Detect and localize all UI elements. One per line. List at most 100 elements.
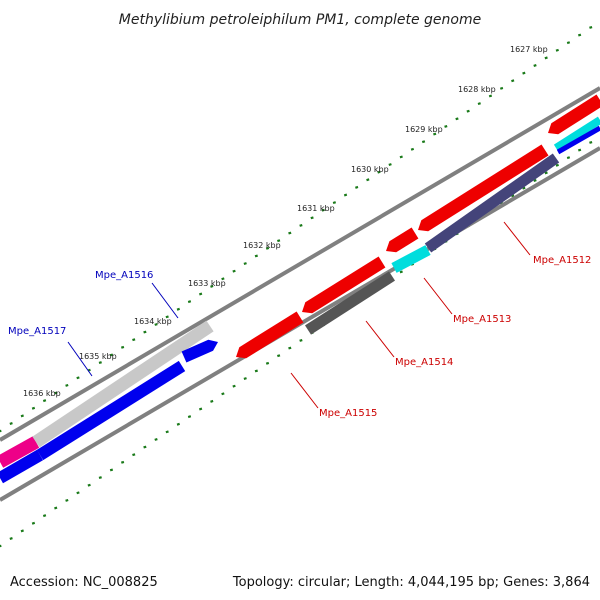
tick-mark-inner [577,148,582,152]
gene-leader-line [365,320,395,358]
tick-mark-outer [488,94,493,98]
tick-mark-outer [522,71,526,75]
tick-mark-inner [221,392,225,396]
gene-mpe-a1517 [36,360,186,461]
tick-label: 1629 kbp [405,125,443,134]
tick-mark-inner [198,407,203,411]
tick-mark-outer [277,239,281,243]
tick-mark-outer [0,429,2,433]
tick-mark-inner [120,460,125,464]
tick-mark-inner [555,163,559,167]
tick-mark-inner [254,369,259,373]
tick-mark-inner [232,384,236,388]
tick-mark-outer [54,391,58,395]
tick-mark-outer [221,277,225,281]
tick-mark-inner [0,544,2,548]
tick-mark-outer [410,147,415,151]
tick-mark-inner [399,270,403,274]
tick-mark-outer [377,170,381,174]
tick-mark-inner [143,445,147,449]
gene-leader-line [151,282,179,319]
tick-mark-inner [299,338,303,342]
tick-mark-outer [31,406,36,410]
tick-mark-outer [132,338,136,342]
gene-blue-edge [556,125,600,155]
tick-mark-outer [176,307,180,311]
tick-label: 1630 kbp [351,165,389,174]
tick-mark-outer [20,414,24,418]
tick-mark-outer [299,223,303,227]
map-title: Methylibium petroleiphilum PM1, complete… [119,12,481,28]
tick-mark-outer [555,48,559,52]
topology-summary: Topology: circular; Length: 4,044,195 bp… [232,575,590,590]
tick-mark-outer [533,64,537,67]
gene-mpe-a1517-gray [32,320,214,448]
tick-mark-outer [98,361,102,365]
tick-mark-inner [589,140,593,144]
tick-mark-outer [165,315,169,319]
tick-mark-outer [577,33,582,37]
gene-red-edge [548,94,600,135]
gene-label[interactable]: Mpe_A1517 [8,326,66,337]
tick-mark-inner [265,361,270,365]
tick-mark-outer [433,132,437,136]
tick-mark-outer [444,124,448,128]
tick-label: 1628 kbp [458,85,496,94]
tick-mark-outer [421,140,426,144]
tick-mark-outer [455,117,459,121]
tick-label: 1632 kbp [243,241,281,250]
gene-magenta [0,436,40,468]
tick-mark-inner [187,415,192,419]
tick-mark-outer [154,323,158,326]
gene-cyan-edge [553,116,600,152]
tick-mark-outer [187,300,192,304]
gene-leader-line [67,341,93,377]
tick-mark-inner [277,354,281,358]
tick-mark-outer [477,102,481,106]
gene-labels: 1627 kbp 1628 kbp 1629 kbp 1630 kbp 1631 kbp… [8,45,591,419]
tick-mark-outer [42,399,47,403]
tick-marks [0,25,593,548]
tick-mark-inner [176,422,180,426]
tick-mark-outer [109,353,114,357]
tick-mark-outer [198,292,203,296]
gene-label[interactable]: Mpe_A1513 [453,314,511,325]
gene-label[interactable]: Mpe_A1515 [319,408,377,419]
tick-mark-outer [243,262,247,265]
tick-mark-outer [589,25,593,29]
tick-mark-inner [76,491,80,495]
tick-label: 1635 kbp [79,352,117,361]
tick-mark-outer [388,163,392,166]
backbone-line-outer [0,86,600,442]
tick-mark-outer [143,330,147,334]
gene-blue-left [0,449,43,484]
gene-mpe-a1513-red [386,227,419,253]
tick-label: 1634 kbp [134,317,172,326]
gene-label[interactable]: Mpe_A1516 [95,270,153,281]
tick-mark-inner [54,506,58,510]
tick-label: 1631 kbp [297,204,335,213]
tick-mark-inner [165,430,169,434]
gene-label[interactable]: Mpe_A1514 [395,357,453,368]
gene-mpe-a1514 [305,271,395,335]
gene-label[interactable]: Mpe_A1512 [533,255,591,266]
tick-mark-outer [120,345,125,349]
tick-mark-outer [511,79,515,83]
tick-mark-outer [355,185,359,189]
tick-mark-outer [366,178,370,182]
gene-leader-line [503,221,531,256]
tick-mark-outer [9,422,13,425]
tick-mark-inner [132,453,136,457]
tick-mark-outer [76,376,80,380]
tick-mark-outer [65,383,69,387]
tick-mark-outer [566,41,571,45]
gene-mpe-a1512-red [418,144,549,232]
tick-mark-outer [288,231,292,235]
gene-leader-line [290,372,319,409]
gene-mpe-a1516 [181,339,218,363]
tick-mark-inner [566,156,571,160]
tick-mark-inner [31,521,36,525]
tick-mark-outer [343,193,348,197]
